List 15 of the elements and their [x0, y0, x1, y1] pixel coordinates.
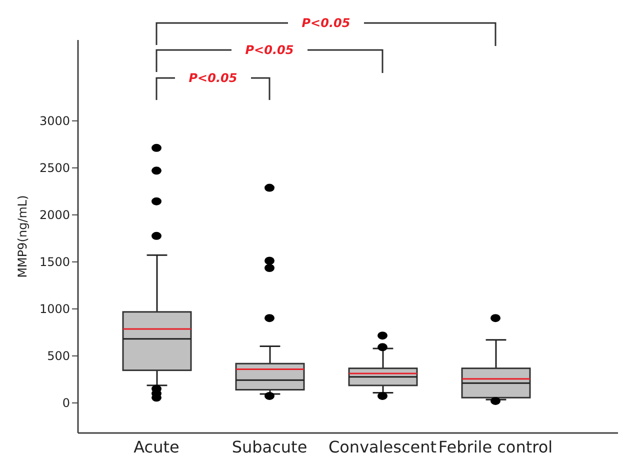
x-tick-label: Febrile control: [438, 437, 553, 456]
text: P<0.05: [300, 15, 352, 31]
y-tick-label: 2000: [39, 208, 70, 222]
y-tick-label: 1500: [39, 255, 70, 270]
y-tick-label: 2500: [39, 161, 70, 176]
y-tick-label: 500: [47, 349, 70, 364]
annotation: P<0.05: [188, 70, 238, 86]
x-tick-label: Acute: [134, 437, 180, 456]
y-tick-label: 3000: [39, 114, 70, 128]
x-tick-label: Subacute: [232, 437, 308, 456]
y-tick-label: 1000: [39, 302, 70, 316]
x-tick-label: Convalescent: [328, 437, 437, 456]
y-tick-label: 0: [62, 396, 70, 410]
y-axis-title: MMP9(ng/mL): [15, 195, 30, 278]
annotation: P<0.05: [244, 42, 295, 58]
